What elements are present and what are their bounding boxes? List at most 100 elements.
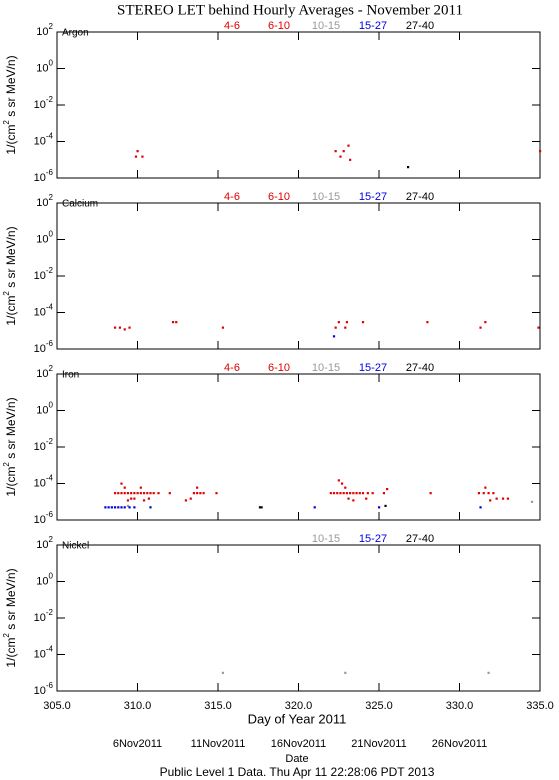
data-point	[487, 492, 490, 495]
legend-entry: 27-40	[406, 191, 434, 203]
data-point	[501, 497, 505, 500]
data-point	[221, 671, 225, 674]
data-point	[506, 497, 509, 500]
data-point	[120, 506, 123, 509]
data-point	[175, 321, 178, 324]
data-point	[171, 321, 175, 324]
data-point	[344, 671, 347, 674]
data-point	[184, 499, 187, 502]
data-point	[130, 492, 133, 495]
y-tick-label: 10-4	[34, 132, 54, 148]
data-point	[113, 492, 117, 495]
x-tick-label: 335.0	[526, 700, 554, 712]
y-axis-label: 1/(cm2 s sr MeV/n)	[2, 226, 18, 325]
data-point	[371, 492, 374, 495]
data-point	[365, 497, 368, 500]
x-tick-label: 320.0	[285, 700, 313, 712]
data-point	[133, 506, 136, 509]
data-point	[539, 150, 542, 153]
legend-entry: 4-6	[224, 191, 240, 203]
data-point	[192, 492, 196, 495]
date-label: Date	[285, 753, 308, 765]
panel-label: Calcium	[62, 199, 98, 210]
data-point	[199, 492, 202, 495]
data-point	[107, 506, 110, 509]
y-tick-label: 10-2	[34, 266, 54, 282]
data-point	[142, 499, 146, 502]
data-point	[492, 492, 495, 495]
data-point	[136, 492, 139, 495]
data-point	[406, 166, 410, 169]
x-tick-label: 310.0	[124, 700, 152, 712]
data-point	[142, 492, 146, 495]
data-point	[189, 497, 192, 500]
data-point	[482, 492, 485, 495]
footer: Public Level 1 Data. Thu Apr 11 22:28:06…	[160, 765, 435, 779]
y-tick-label: 10-6	[34, 510, 54, 526]
panel-label: Argon	[62, 28, 89, 39]
data-point	[113, 506, 117, 509]
data-point	[334, 150, 337, 153]
data-point	[120, 482, 123, 485]
data-point	[260, 506, 263, 509]
legend-entry: 10-15	[312, 191, 340, 203]
data-point	[313, 506, 316, 509]
y-tick-label: 10-2	[34, 95, 54, 111]
data-point	[126, 492, 130, 495]
x-tick-label: 325.0	[365, 700, 393, 712]
legend-entry: 6-10	[268, 362, 290, 374]
data-point	[168, 492, 171, 495]
data-point	[139, 492, 142, 495]
data-point	[537, 326, 540, 329]
data-point	[196, 492, 199, 495]
y-tick-label: 102	[36, 535, 53, 551]
y-axis-label: 1/(cm2 s sr MeV/n)	[2, 397, 18, 496]
y-axis-label: 1/(cm2 s sr MeV/n)	[2, 55, 18, 154]
data-point	[378, 506, 381, 509]
data-point	[477, 492, 481, 495]
y-tick-label: 100	[36, 230, 53, 246]
panel-label: Nickel	[62, 541, 89, 552]
data-point	[352, 492, 355, 495]
data-point	[334, 326, 337, 329]
legend-entry: 10-15	[312, 362, 340, 374]
data-point	[117, 506, 120, 509]
y-tick-label: 102	[36, 22, 53, 38]
plot-frame	[56, 373, 541, 521]
y-tick-label: 102	[36, 193, 53, 209]
data-point	[329, 492, 332, 495]
data-point	[128, 326, 131, 329]
data-point	[123, 506, 126, 509]
data-point	[355, 492, 358, 495]
data-point	[332, 335, 336, 338]
data-point	[146, 492, 149, 495]
date-tick-label: 6Nov2011	[113, 738, 162, 750]
data-point	[384, 504, 387, 507]
data-point	[157, 492, 160, 495]
data-point	[149, 506, 152, 509]
data-point	[221, 326, 225, 329]
data-point	[358, 492, 361, 495]
data-point	[361, 321, 365, 324]
date-tick-label: 21Nov2011	[351, 738, 406, 750]
data-point	[344, 326, 347, 329]
y-tick-label: 10-4	[34, 645, 54, 661]
data-point	[340, 482, 344, 485]
data-point	[120, 492, 123, 495]
data-point	[113, 326, 117, 329]
data-point	[117, 492, 120, 495]
y-tick-label: 10-6	[34, 681, 54, 697]
data-point	[133, 492, 136, 495]
data-point	[479, 506, 482, 509]
data-point	[332, 492, 336, 495]
y-tick-label: 10-4	[34, 474, 54, 490]
y-tick-label: 100	[36, 401, 53, 417]
y-axis-label: 1/(cm2 s sr MeV/n)	[2, 568, 18, 667]
data-point	[149, 492, 152, 495]
legend-entry: 15-27	[359, 191, 387, 203]
x-tick-label: 305.0	[43, 700, 71, 712]
legend-entry: 6-10	[268, 20, 290, 32]
data-point	[382, 492, 386, 495]
data-point	[366, 492, 369, 495]
